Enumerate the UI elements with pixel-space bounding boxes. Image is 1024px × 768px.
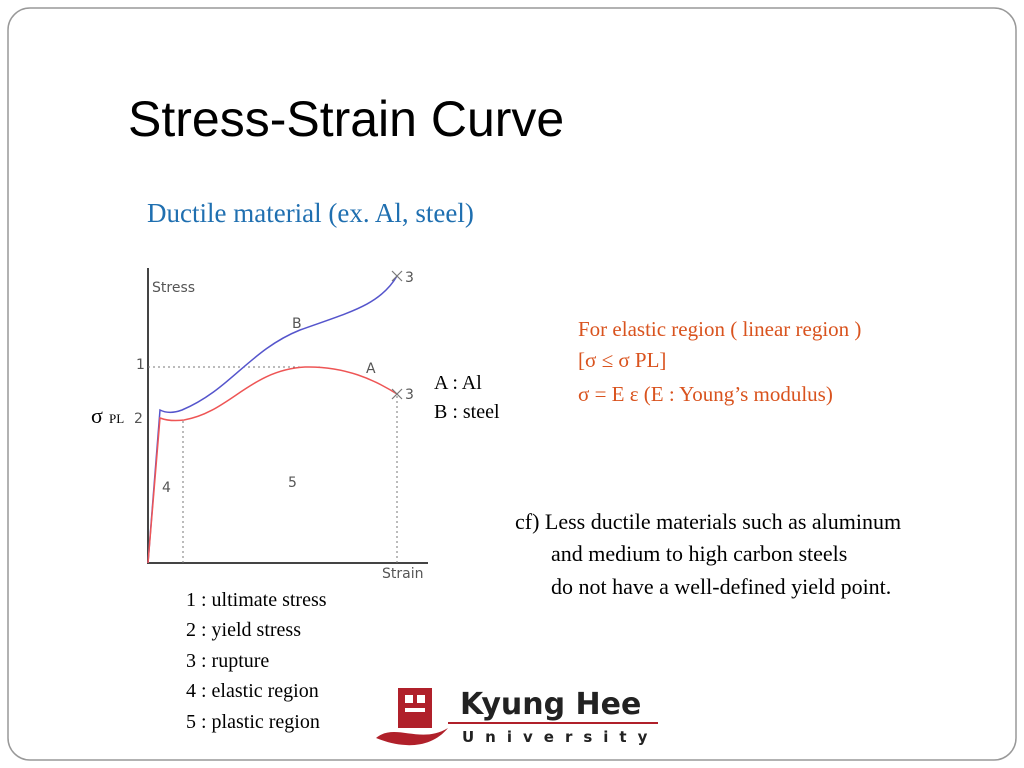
legend-text: A : Al <box>434 372 482 394</box>
curve-label: A <box>366 361 376 377</box>
logo-emblem <box>405 695 413 703</box>
logo-sub: University <box>462 728 658 746</box>
region-label: 4 <box>162 480 171 496</box>
title: Stress-Strain Curve <box>128 91 564 147</box>
key-text: 5 : plastic region <box>186 711 320 733</box>
sigma-subscript: PL <box>109 411 124 426</box>
legend-text: B : steel <box>434 401 500 423</box>
cf-text: cf) Less ductile materials such as alumi… <box>515 509 901 534</box>
logo-name: Kyung Hee <box>460 687 641 722</box>
point-label: 1 <box>136 357 145 373</box>
cf-text: do not have a well-defined yield point. <box>551 574 891 599</box>
key-text: 3 : rupture <box>186 650 269 672</box>
logo-emblem <box>417 695 425 703</box>
point-label: 2 <box>134 411 143 427</box>
region-label: 5 <box>288 475 297 491</box>
curve-label: B <box>292 316 302 332</box>
slide-frame <box>7 7 1017 761</box>
note-text: σ = E ε (E : Young’s modulus) <box>578 382 833 406</box>
sigma: σ <box>91 403 103 428</box>
y-label: Stress <box>152 280 195 296</box>
key-text: 2 : yield stress <box>186 619 301 641</box>
curve-b <box>147 275 398 564</box>
cf-text: and medium to high carbon steels <box>551 541 847 566</box>
key-text: 4 : elastic region <box>186 680 319 702</box>
curve-a <box>147 366 398 564</box>
stress-strain-diagram: Stress Strain 1 2 3 3 4 5 A B σ PL <box>91 268 428 582</box>
subtitle: Ductile material (ex. Al, steel) <box>147 198 474 228</box>
x-label: Strain <box>382 566 423 582</box>
note-text: [σ ≤ σ PL] <box>578 348 666 372</box>
point-label: 3 <box>405 270 414 286</box>
rupture-mark <box>391 388 403 400</box>
key-text: 1 : ultimate stress <box>186 589 327 611</box>
logo-emblem <box>376 728 448 746</box>
note-text: For elastic region ( linear region ) <box>578 317 861 341</box>
logo-emblem <box>405 708 425 712</box>
rupture-mark <box>391 270 403 282</box>
point-label: 3 <box>405 387 414 403</box>
logo: Kyung Hee University <box>376 687 658 746</box>
